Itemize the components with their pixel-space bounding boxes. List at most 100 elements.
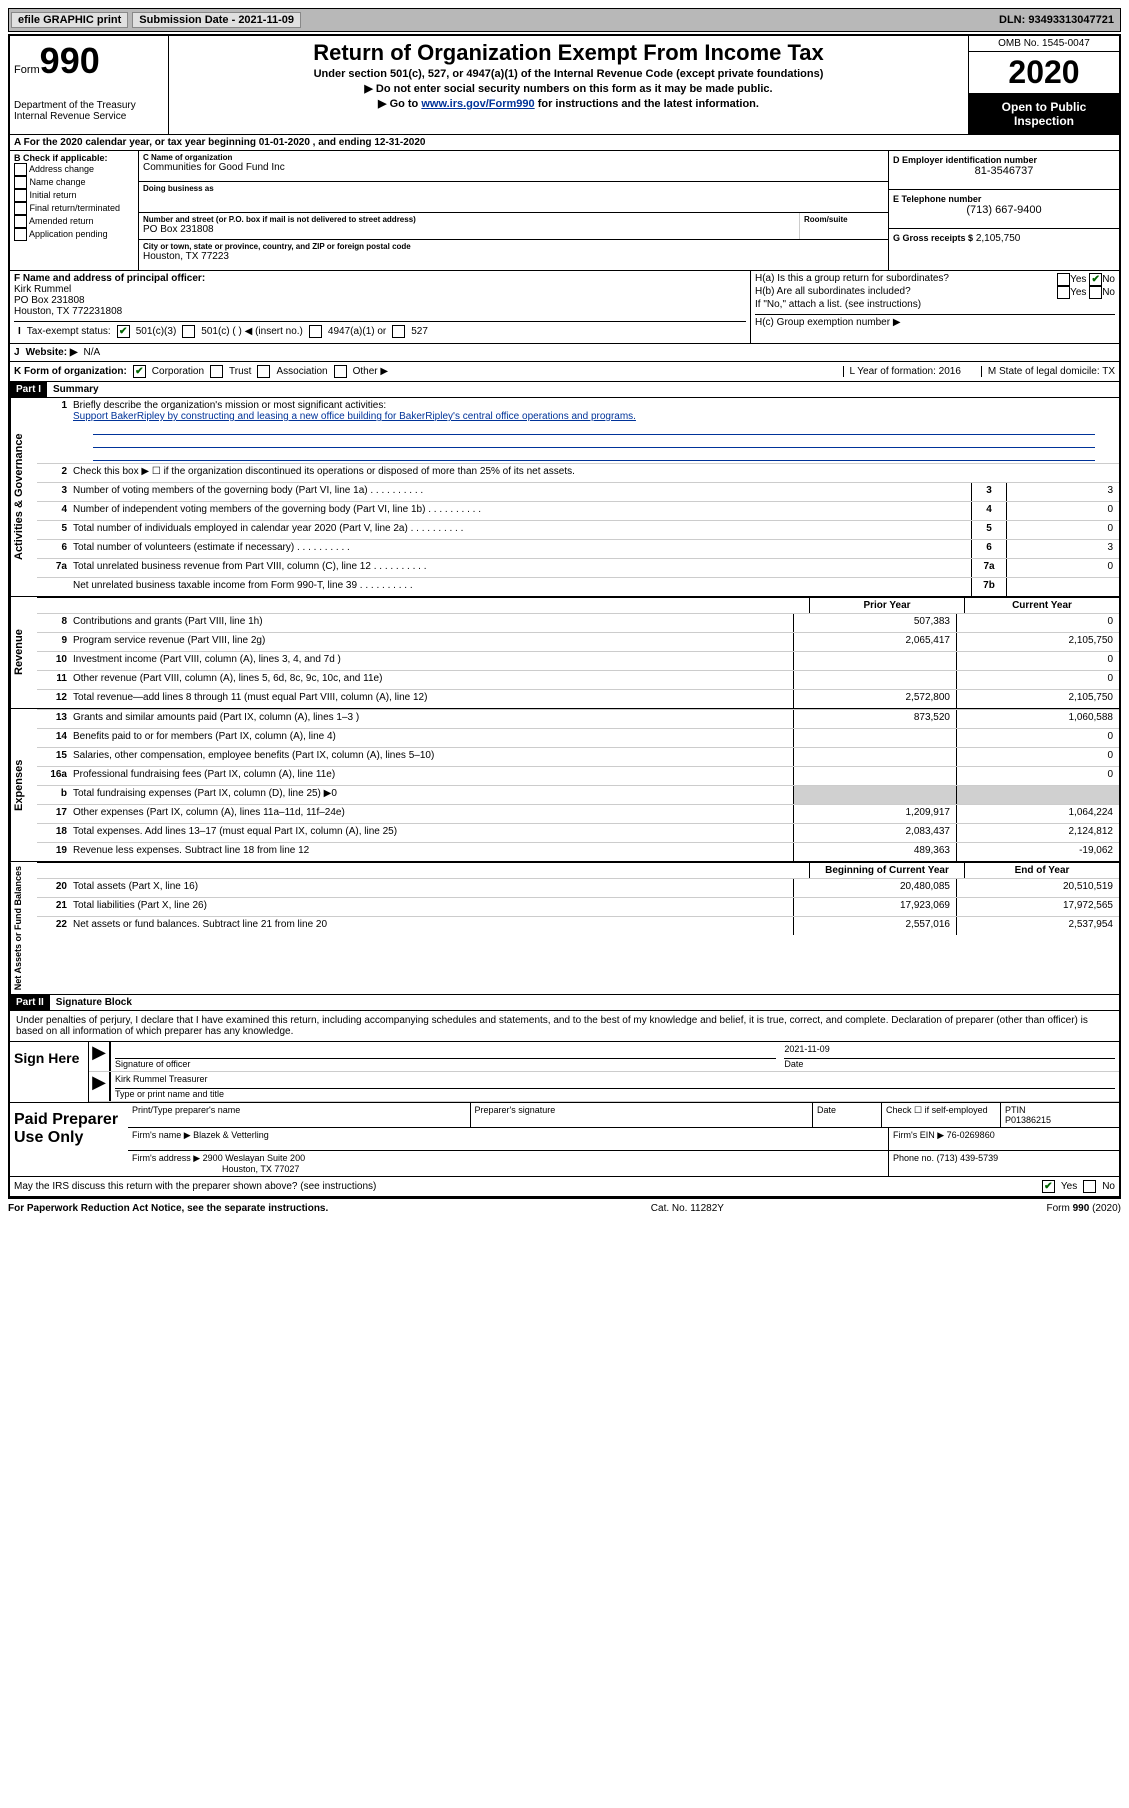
cb-other[interactable] (334, 365, 347, 378)
cb-final-return[interactable]: Final return/terminated (14, 202, 134, 215)
dba-box: Doing business as (139, 182, 888, 213)
phone-label: E Telephone number (893, 194, 1115, 204)
cb-assoc[interactable] (257, 365, 270, 378)
form-header: Form990 Department of the Treasury Inter… (10, 36, 1119, 135)
cb-527[interactable] (392, 325, 405, 338)
sig-date-label: Date (784, 1059, 803, 1069)
discuss-question: May the IRS discuss this return with the… (14, 1181, 376, 1192)
table-row: 6Total number of volunteers (estimate if… (37, 539, 1119, 558)
gross-box: G Gross receipts $ 2,105,750 (889, 229, 1119, 267)
part-i-badge: Part I (10, 382, 47, 397)
side-netassets: Net Assets or Fund Balances (10, 862, 37, 994)
hdr-eoy: End of Year (964, 863, 1119, 878)
form-990: Form990 Department of the Treasury Inter… (8, 34, 1121, 1199)
line2-desc: Check this box ▶ ☐ if the organization d… (69, 464, 1119, 482)
prep-date-label: Date (813, 1103, 882, 1127)
cb-name-change[interactable]: Name change (14, 176, 134, 189)
col-c: C Name of organization Communities for G… (139, 151, 889, 270)
gross-label: G Gross receipts $ (893, 233, 973, 243)
firm-phone-label: Phone no. (893, 1153, 934, 1163)
officer-addr2: Houston, TX 772231808 (14, 306, 746, 317)
sig-arrow-icon2: ▶ (89, 1072, 111, 1101)
efile-button[interactable]: efile GRAPHIC print (11, 12, 128, 28)
city-value: Houston, TX 77223 (143, 251, 884, 262)
dln-label: DLN: 93493313047721 (999, 14, 1120, 26)
prep-name-label: Print/Type preparer's name (128, 1103, 471, 1127)
cb-application-pending[interactable]: Application pending (14, 228, 134, 241)
dept-treasury: Department of the Treasury Internal Reve… (14, 100, 164, 122)
omb-number: OMB No. 1545-0047 (969, 36, 1119, 52)
city-box: City or town, state or province, country… (139, 240, 888, 270)
table-row: 16aProfessional fundraising fees (Part I… (37, 766, 1119, 785)
dba-label: Doing business as (143, 184, 884, 193)
h-note: If "No," attach a list. (see instruction… (755, 299, 1115, 310)
hc-row: H(c) Group exemption number ▶ (755, 314, 1115, 328)
irs-link[interactable]: www.irs.gov/Form990 (421, 98, 534, 110)
table-row: 19Revenue less expenses. Subtract line 1… (37, 842, 1119, 861)
gross-value: 2,105,750 (976, 233, 1021, 244)
city-label: City or town, state or province, country… (143, 242, 884, 251)
room-label: Room/suite (804, 215, 884, 224)
cb-initial-return[interactable]: Initial return (14, 189, 134, 202)
tax-year: 2020 (969, 52, 1119, 94)
table-row: 8Contributions and grants (Part VIII, li… (37, 613, 1119, 632)
officer-addr1: PO Box 231808 (14, 295, 746, 306)
cb-501c[interactable] (182, 325, 195, 338)
part-ii-header: Part II Signature Block (10, 995, 1119, 1011)
hb-no[interactable] (1089, 286, 1102, 299)
table-row: 22Net assets or fund balances. Subtract … (37, 916, 1119, 935)
cb-trust[interactable] (210, 365, 223, 378)
ptin-value: P01386215 (1005, 1115, 1051, 1125)
header-left: Form990 Department of the Treasury Inter… (10, 36, 169, 134)
block-fh: F Name and address of principal officer:… (10, 271, 1119, 344)
prep-check-self[interactable]: Check ☐ if self-employed (882, 1103, 1001, 1127)
firm-addr-label: Firm's address ▶ (132, 1153, 200, 1163)
ein-value: 81-3546737 (893, 165, 1115, 177)
ein-box: D Employer identification number 81-3546… (889, 151, 1119, 190)
addr-label: Number and street (or P.O. box if mail i… (143, 215, 795, 224)
table-row: 12Total revenue—add lines 8 through 11 (… (37, 689, 1119, 708)
table-row: 10Investment income (Part VIII, column (… (37, 651, 1119, 670)
b-header: B Check if applicable: (14, 153, 134, 163)
sig-officer-label: Signature of officer (115, 1059, 190, 1069)
ha-no[interactable]: ✔ (1089, 273, 1102, 286)
mission-link[interactable]: Support BakerRipley by constructing and … (73, 411, 636, 422)
line1-desc: Briefly describe the organization's miss… (69, 398, 1119, 463)
row-i: I Tax-exempt status: ✔501(c)(3) 501(c) (… (14, 321, 746, 341)
discuss-no[interactable] (1083, 1180, 1096, 1193)
form-subtitle: Under section 501(c), 527, or 4947(a)(1)… (173, 68, 964, 80)
hdr-boc: Beginning of Current Year (809, 863, 964, 878)
firm-ein-label: Firm's EIN ▶ (893, 1130, 944, 1140)
ha-yes[interactable] (1057, 273, 1070, 286)
row-a-tax-year: A For the 2020 calendar year, or tax yea… (10, 135, 1119, 151)
side-expenses: Expenses (10, 709, 37, 861)
sig-arrow-icon: ▶ (89, 1042, 111, 1071)
phone-value: (713) 667-9400 (893, 204, 1115, 216)
l-year-formation: L Year of formation: 2016 (843, 366, 961, 377)
form-word: Form (14, 64, 40, 76)
part-i-header: Part I Summary (10, 382, 1119, 398)
cb-4947[interactable] (309, 325, 322, 338)
table-row: 18Total expenses. Add lines 13–17 (must … (37, 823, 1119, 842)
revenue-section: Revenue Prior Year Current Year 8Contrib… (10, 597, 1119, 709)
f-label: F Name and address of principal officer: (14, 273, 746, 284)
typed-name-label: Type or print name and title (115, 1089, 224, 1099)
cb-corp[interactable]: ✔ (133, 365, 146, 378)
do-not-enter-ssn: ▶ Do not enter social security numbers o… (173, 82, 964, 95)
hdr-prior: Prior Year (809, 598, 964, 613)
row-k: K Form of organization: ✔Corporation Tru… (10, 362, 1119, 382)
cb-amended-return[interactable]: Amended return (14, 215, 134, 228)
firm-name-label: Firm's name ▶ (132, 1130, 191, 1140)
hb-yes[interactable] (1057, 286, 1070, 299)
i-label: Tax-exempt status: (27, 326, 111, 337)
netassets-section: Net Assets or Fund Balances Beginning of… (10, 862, 1119, 995)
cb-address-change[interactable]: Address change (14, 163, 134, 176)
submission-date-button[interactable]: Submission Date - 2021-11-09 (132, 12, 301, 28)
table-row: bTotal fundraising expenses (Part IX, co… (37, 785, 1119, 804)
phone-box: E Telephone number (713) 667-9400 (889, 190, 1119, 229)
table-row: 17Other expenses (Part IX, column (A), l… (37, 804, 1119, 823)
j-label: Website: ▶ (26, 347, 78, 358)
perjury-text: Under penalties of perjury, I declare th… (10, 1011, 1119, 1042)
cb-501c3[interactable]: ✔ (117, 325, 130, 338)
discuss-yes[interactable]: ✔ (1042, 1180, 1055, 1193)
